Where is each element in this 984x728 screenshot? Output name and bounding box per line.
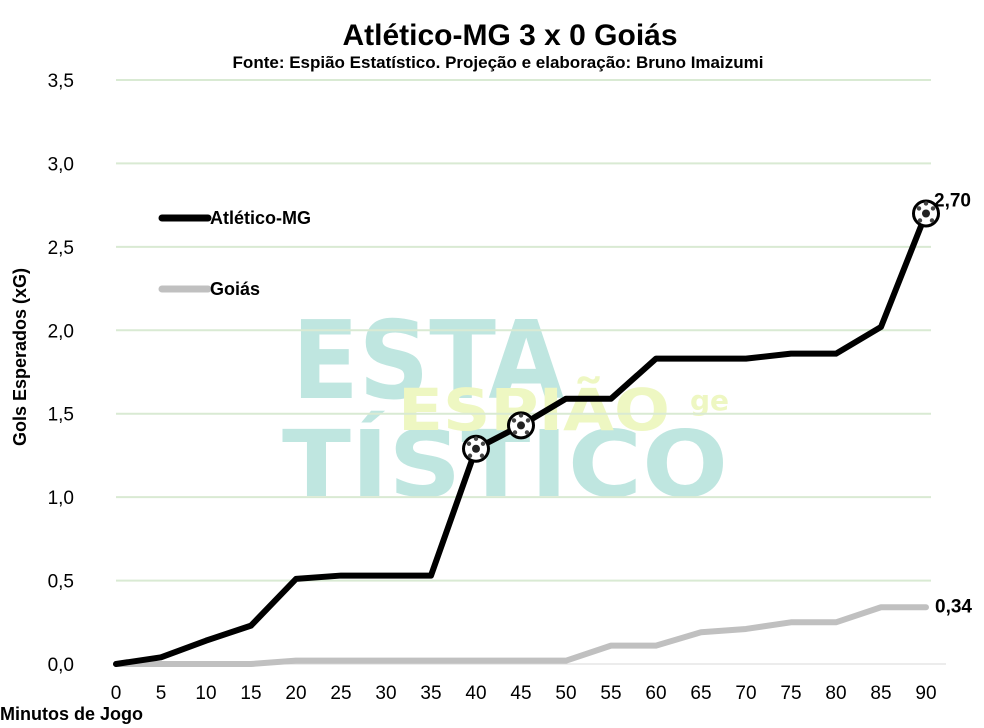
watermark: ESTA TÍSTICO ESPIÃO ge <box>282 299 729 518</box>
y-tick-label: 0,5 <box>48 572 74 593</box>
x-tick-label: 20 <box>285 683 306 704</box>
watermark-ge: ge <box>690 384 729 417</box>
x-tick-label: 60 <box>645 683 666 704</box>
legend: Atlético-MG Goiás <box>158 208 311 299</box>
y-tick-label: 3,0 <box>48 154 74 175</box>
soccer-ball-icon <box>912 199 940 228</box>
watermark-esta: ESTA <box>292 299 564 424</box>
legend-label-goias: Goiás <box>210 279 260 299</box>
watermark-tistico: TÍSTICO <box>282 410 728 518</box>
x-tick-label: 75 <box>780 683 801 704</box>
x-tick-label: 10 <box>195 683 216 704</box>
x-tick-label: 40 <box>465 683 486 704</box>
y-tick-label: 1,0 <box>48 488 74 509</box>
end-label-atletico: 2,70 <box>934 190 971 211</box>
x-tick-label: 70 <box>735 683 756 704</box>
x-tick-label: 85 <box>870 683 891 704</box>
x-tick-labels: 0 5 10 15 20 25 30 35 40 45 50 55 60 65 70 75 80 85 90 <box>111 683 937 704</box>
y-tick-label: 0,0 <box>48 655 74 676</box>
x-tick-label: 45 <box>510 683 531 704</box>
x-tick-label: 5 <box>156 683 167 704</box>
x-tick-label: 0 <box>111 683 122 704</box>
x-tick-label: 90 <box>915 683 936 704</box>
chart-title: Atlético-MG 3 x 0 Goiás <box>342 19 677 52</box>
x-tick-label: 25 <box>330 683 351 704</box>
soccer-ball-icon <box>507 411 535 440</box>
x-axis-label: Minutos de Jogo <box>0 704 143 724</box>
x-tick-label: 65 <box>690 683 711 704</box>
y-tick-labels: 0,0 0,5 1,0 1,5 2,0 2,5 3,0 3,5 <box>48 71 74 676</box>
goal-markers <box>462 199 940 463</box>
x-tick-label: 50 <box>555 683 576 704</box>
x-tick-label: 30 <box>375 683 396 704</box>
y-tick-label: 2,0 <box>48 321 74 342</box>
end-label-goias: 0,34 <box>935 596 972 617</box>
legend-label-atletico: Atlético-MG <box>210 208 311 228</box>
soccer-ball-icon <box>462 434 490 463</box>
x-tick-label: 55 <box>600 683 621 704</box>
x-tick-label: 80 <box>825 683 846 704</box>
y-tick-label: 3,5 <box>48 71 74 92</box>
x-tick-label: 35 <box>420 683 441 704</box>
y-tick-label: 1,5 <box>48 405 74 426</box>
x-tick-label: 15 <box>240 683 261 704</box>
chart-subtitle: Fonte: Espião Estatístico. Projeção e el… <box>233 53 764 72</box>
series-line-goias <box>113 604 929 667</box>
y-tick-label: 2,5 <box>48 238 74 259</box>
y-axis-label: Gols Esperados (xG) <box>10 268 30 446</box>
gridlines <box>116 79 931 582</box>
